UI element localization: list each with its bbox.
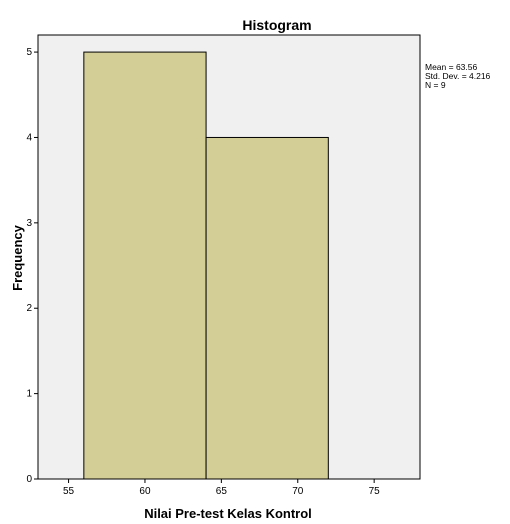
- stats-box: Mean = 63.56 Std. Dev. = 4.216 N = 9: [425, 63, 490, 90]
- y-axis-ticks: 0 1 2 3 4 5: [26, 47, 38, 485]
- histogram-bar-1: [83, 51, 207, 480]
- y-tick-label: 3: [26, 218, 32, 229]
- chart-title: Histogram: [242, 17, 311, 33]
- stats-std-dev: Std. Dev. = 4.216: [425, 71, 491, 81]
- x-tick-label: 60: [139, 486, 151, 497]
- stats-mean: Mean = 63.56: [425, 62, 478, 72]
- x-tick-label: 75: [369, 486, 381, 497]
- x-axis-label: Nilai Pre-test Kelas Kontrol: [144, 506, 312, 521]
- y-axis-label: Frequency: [10, 224, 25, 291]
- stats-n: N = 9: [425, 80, 446, 90]
- histogram-bar-2: [205, 136, 329, 480]
- x-axis-ticks: 55 60 65 70 75: [63, 479, 380, 497]
- x-tick-label: 55: [63, 486, 75, 497]
- y-tick-label: 5: [26, 47, 32, 58]
- x-tick-label: 70: [292, 486, 304, 497]
- x-tick-label: 65: [216, 486, 228, 497]
- y-tick-label: 0: [26, 474, 32, 485]
- bars-group: [83, 51, 329, 480]
- y-tick-label: 4: [26, 132, 32, 143]
- y-tick-label: 1: [26, 389, 32, 400]
- y-tick-label: 2: [26, 303, 32, 314]
